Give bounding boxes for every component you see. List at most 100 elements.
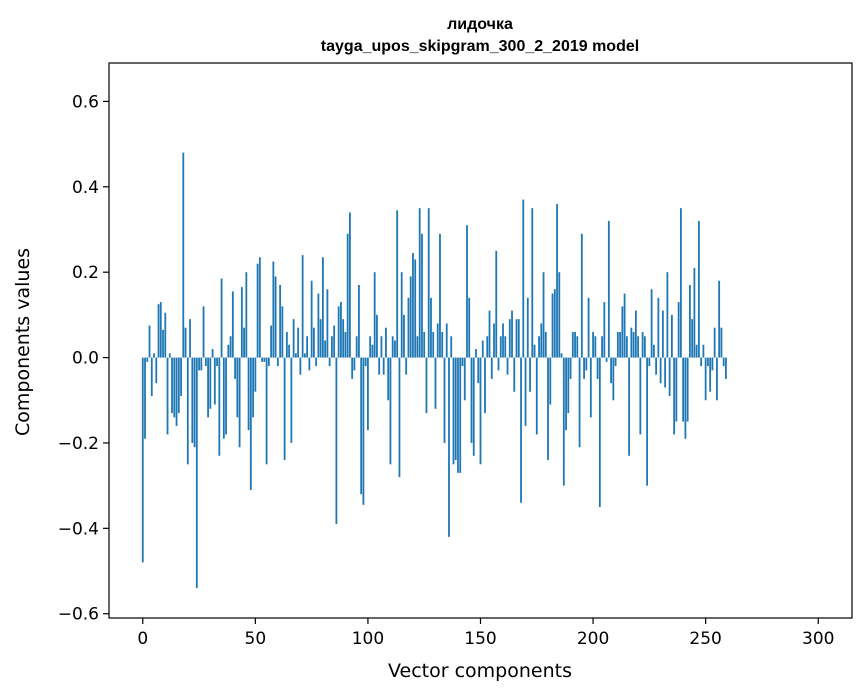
bar-80	[321, 257, 324, 358]
bar-58	[272, 261, 275, 358]
bar-88	[340, 302, 342, 358]
bar-23	[193, 357, 196, 448]
bar-202	[596, 357, 599, 379]
bar-114	[398, 357, 401, 478]
bar-227	[652, 344, 655, 358]
bar-165	[513, 357, 516, 392]
bar-161	[504, 336, 507, 358]
bar-18	[182, 152, 185, 358]
bar-53	[261, 357, 263, 362]
y-tick-label: 0.0	[72, 349, 99, 369]
bar-38	[227, 344, 230, 358]
bar-42	[236, 357, 239, 418]
bar-255	[716, 357, 718, 401]
bar-137	[450, 336, 453, 358]
bar-199	[589, 357, 592, 418]
bar-183	[553, 289, 556, 358]
bar-120	[412, 252, 414, 358]
bar-171	[526, 297, 529, 358]
bar-129	[432, 331, 435, 358]
bar-226	[650, 289, 653, 358]
bar-243	[688, 285, 691, 358]
bar-122	[416, 336, 419, 358]
bar-12	[168, 353, 171, 358]
bar-113	[396, 210, 399, 358]
bar-232	[664, 357, 667, 388]
bar-159	[499, 336, 502, 358]
bar-56	[267, 357, 270, 367]
bar-218	[632, 331, 635, 358]
bar-60	[276, 357, 279, 367]
bar-142	[461, 357, 464, 367]
bar-134	[443, 357, 446, 443]
bar-188	[565, 357, 567, 431]
bar-125	[423, 331, 426, 358]
bar-83	[328, 357, 331, 367]
bar-6	[155, 357, 158, 384]
bar-187	[562, 357, 565, 486]
bar-210	[614, 357, 617, 367]
bar-257	[720, 327, 723, 358]
bar-246	[695, 344, 698, 358]
bar-145	[468, 297, 471, 358]
chart-title-line-1: лидочка	[447, 16, 513, 33]
bar-249	[702, 344, 705, 358]
bar-252	[709, 357, 712, 392]
bar-160	[502, 323, 504, 358]
bar-196	[583, 357, 585, 379]
bar-126	[425, 357, 428, 414]
bar-177	[540, 323, 543, 358]
x-axis-label: Vector components	[388, 660, 572, 682]
bar-109	[387, 357, 390, 401]
bars-group	[141, 152, 727, 589]
y-tick-label: −0.2	[58, 434, 99, 454]
bar-141	[459, 357, 462, 473]
bar-147	[472, 357, 475, 456]
bar-101	[369, 336, 372, 358]
bar-102	[371, 344, 374, 358]
bar-225	[648, 357, 651, 367]
bar-175	[535, 357, 538, 435]
bar-234	[668, 357, 671, 396]
bar-169	[522, 199, 525, 358]
bar-44	[240, 287, 243, 358]
bar-157	[495, 250, 498, 358]
bar-240	[682, 357, 685, 422]
bar-221	[639, 357, 642, 435]
bar-3	[148, 325, 151, 358]
bar-90	[344, 331, 347, 358]
bar-197	[585, 357, 588, 371]
bar-244	[691, 319, 694, 358]
bar-50	[254, 357, 257, 392]
bar-36	[222, 357, 225, 439]
y-tick-label: 0.4	[72, 178, 99, 198]
bar-116	[403, 314, 405, 358]
bar-219	[634, 310, 637, 358]
bar-212	[619, 331, 621, 358]
bar-111	[391, 336, 394, 358]
bar-201	[594, 336, 597, 358]
bar-57	[270, 325, 273, 358]
bar-245	[693, 267, 696, 358]
bar-1	[144, 357, 146, 439]
bar-229	[657, 297, 660, 358]
bar-63	[283, 357, 286, 461]
bar-178	[542, 272, 545, 358]
bar-242	[686, 357, 689, 422]
bar-184	[556, 203, 558, 358]
bar-61	[279, 285, 282, 358]
bar-105	[378, 357, 381, 375]
bar-100	[367, 357, 369, 431]
bar-250	[704, 357, 707, 401]
bar-89	[342, 319, 345, 358]
bar-192	[574, 331, 576, 358]
bar-162	[506, 357, 509, 375]
bar-59	[274, 276, 277, 358]
bar-70	[299, 357, 302, 375]
bar-206	[605, 357, 608, 362]
bar-140	[457, 357, 459, 473]
bar-164	[511, 310, 513, 358]
bar-82	[326, 289, 329, 358]
bar-237	[675, 357, 678, 422]
